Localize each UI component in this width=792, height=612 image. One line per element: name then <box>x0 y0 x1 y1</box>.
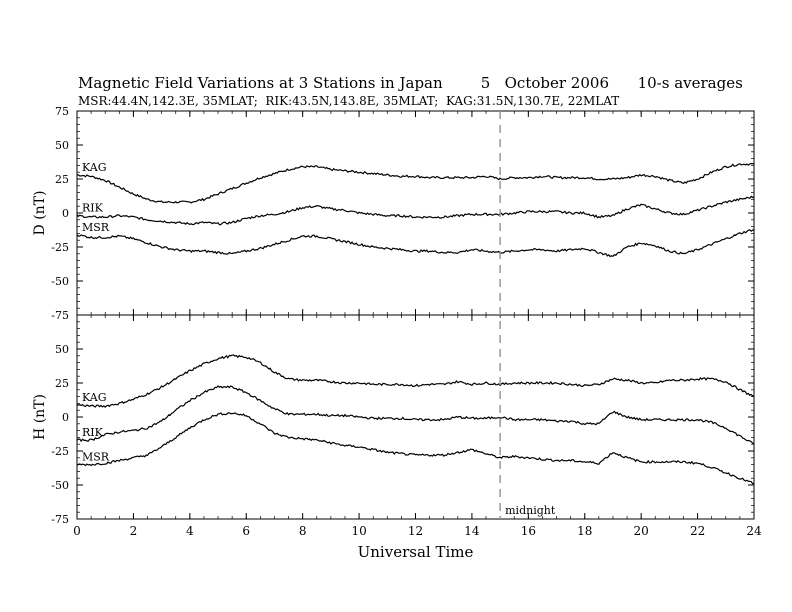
x-tick-label: 4 <box>186 524 194 538</box>
x-axis-label: Universal Time <box>358 543 474 561</box>
x-tick-label: 14 <box>464 524 480 538</box>
y-tick-label: 75 <box>55 105 69 118</box>
series-line-kag <box>76 354 755 408</box>
y-axis-label: H (nT) <box>32 394 48 440</box>
series-label: MSR <box>82 221 110 234</box>
panel-frame <box>76 314 755 520</box>
x-tick-label: 20 <box>634 524 649 538</box>
chart-title: Magnetic Field Variations at 3 Stations … <box>78 74 743 92</box>
x-tick-label: 16 <box>521 524 536 538</box>
y-tick-label: 0 <box>62 411 69 424</box>
x-tick-label: 2 <box>130 524 138 538</box>
y-tick-label: 0 <box>62 207 69 220</box>
y-tick-label: -75 <box>51 513 69 526</box>
y-tick-label: -25 <box>51 241 69 254</box>
series-line-rik <box>76 385 755 445</box>
series-label: RIK <box>82 426 104 439</box>
y-tick-label: 50 <box>55 139 69 152</box>
chart-subtitle: MSR:44.4N,142.3E, 35MLAT; RIK:43.5N,143.… <box>78 94 620 108</box>
series-label: RIK <box>82 202 104 215</box>
series-line-msr <box>76 228 755 258</box>
y-tick-label: 25 <box>55 173 69 186</box>
panel-frame <box>76 110 755 316</box>
x-tick-label: 18 <box>577 524 592 538</box>
x-tick-label: 22 <box>690 524 705 538</box>
series-line-msr <box>76 412 754 485</box>
series-label: KAG <box>82 391 107 404</box>
y-axis-label: D (nT) <box>32 191 48 236</box>
x-tick-label: 0 <box>73 524 81 538</box>
y-tick-label: -50 <box>51 275 69 288</box>
y-tick-label: 25 <box>55 377 69 390</box>
y-tick-label: -75 <box>51 309 69 322</box>
y-tick-label: -25 <box>51 445 69 458</box>
series-line-kag <box>77 163 755 204</box>
x-tick-label: 6 <box>242 524 250 538</box>
midnight-label: midnight <box>505 504 556 517</box>
series-line-rik <box>76 195 755 226</box>
series-label: KAG <box>82 161 107 174</box>
y-tick-label: 50 <box>55 343 69 356</box>
x-tick-label: 12 <box>408 524 423 538</box>
series-label: MSR <box>82 451 110 464</box>
x-tick-label: 8 <box>299 524 307 538</box>
x-tick-label: 24 <box>746 524 762 538</box>
y-tick-label: -50 <box>51 479 69 492</box>
x-tick-label: 10 <box>351 524 366 538</box>
